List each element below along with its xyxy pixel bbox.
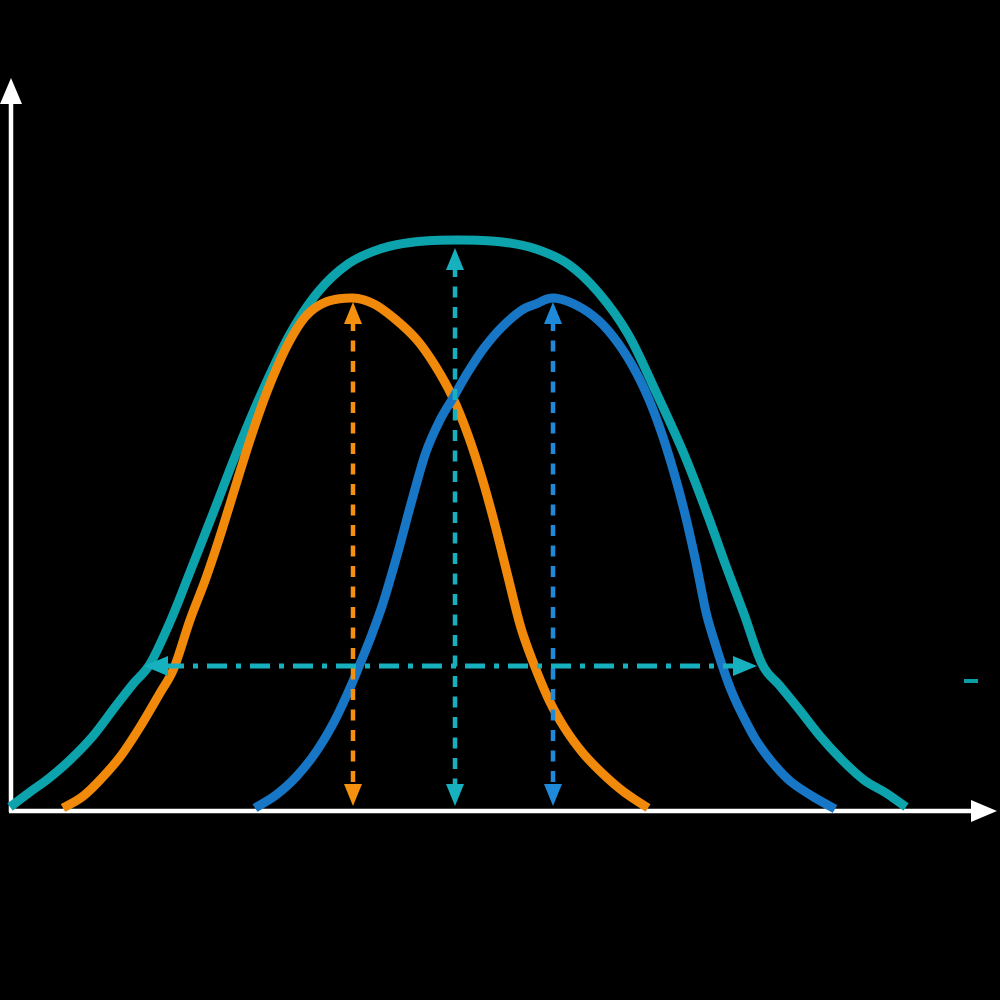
right-peak-height-arrow-bottom-head [544, 784, 562, 806]
axes [0, 78, 997, 822]
left-peak-height-arrow [344, 302, 362, 806]
left-distribution-curve [60, 293, 651, 812]
envelope-width-arrow [144, 656, 757, 676]
right-peak-height-arrow [544, 302, 562, 806]
curves [7, 235, 909, 813]
left-peak-height-arrow-bottom-head [344, 784, 362, 806]
combined-peak-height-arrow-top-head [446, 248, 464, 270]
y-axis [0, 78, 22, 812]
left-peak-height-arrow-top-head [344, 302, 362, 324]
envelope-width-arrow-left-head [144, 656, 168, 676]
x-axis [9, 800, 997, 822]
x-axis-arrowhead [971, 800, 997, 822]
combined-peak-height-arrow [446, 248, 464, 806]
combined-envelope-curve [7, 235, 909, 811]
y-axis-arrowhead [0, 78, 22, 104]
right-distribution-curve [252, 293, 838, 813]
combined-peak-height-arrow-bottom-head [446, 784, 464, 806]
annotations [144, 248, 978, 806]
side-tick-dash [964, 679, 978, 683]
envelope-width-arrow-right-head [733, 656, 757, 676]
right-peak-height-arrow-top-head [544, 302, 562, 324]
